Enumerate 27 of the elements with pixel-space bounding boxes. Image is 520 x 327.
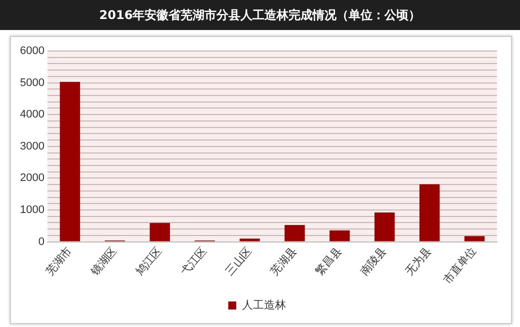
y-tick-label: 2000 [20,172,44,184]
y-tick-label: 4000 [20,108,44,121]
y-tick-label: 6000 [20,45,44,58]
x-tick-label: 镜湖区 [88,244,120,279]
x-tick-label: 弋江区 [178,244,210,278]
bar [284,224,305,242]
bar [419,184,440,242]
bar [330,230,350,242]
bar [60,82,80,242]
x-tick-label: 无为县 [402,244,434,278]
bar [464,236,485,242]
x-tick-label: 市直单位 [440,244,480,287]
legend-label: 人工造林 [242,298,286,312]
bar [150,223,170,242]
x-tick-label: 三山区 [223,244,254,278]
x-tick-label: 芜湖市 [43,244,74,278]
x-tick-label: 鸠江区 [133,244,164,278]
x-tick-label: 南陵县 [358,244,390,278]
chart-title: 2016年安徽省芜湖市分县人工造林完成情况（单位：公顷） [0,0,520,30]
y-tick-label: 0 [38,236,44,248]
y-tick-label: 5000 [20,76,44,89]
bar [240,238,260,242]
y-tick-label: 1000 [20,204,44,216]
x-tick-label: 繁昌县 [312,244,344,278]
y-tick-label: 3000 [20,140,44,152]
bar [374,212,395,242]
x-tick-label: 芜湖县 [268,244,300,278]
